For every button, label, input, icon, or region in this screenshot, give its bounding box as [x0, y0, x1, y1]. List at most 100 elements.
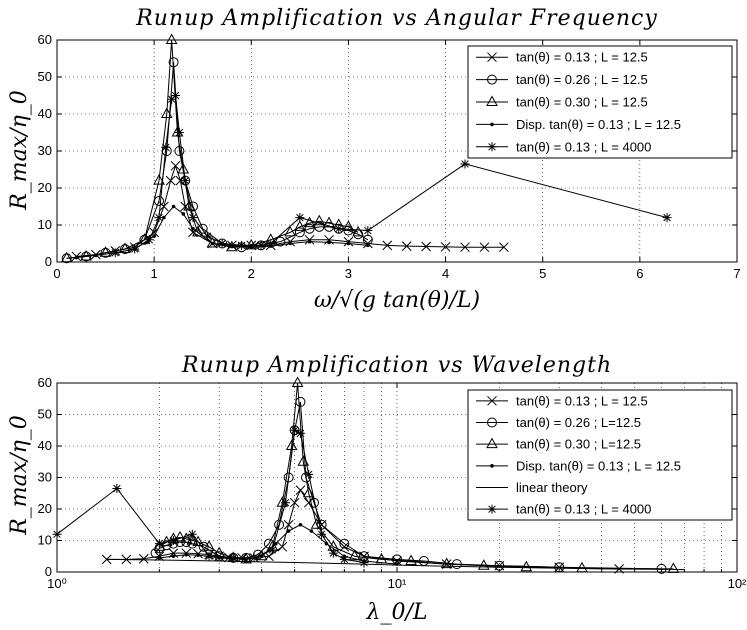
- x-tick-label: 1: [151, 266, 158, 281]
- data-point: [130, 244, 140, 254]
- data-point: [440, 557, 453, 569]
- tick-labels-top: 0 1 2 3 4 5 6 7 0 10 20 30 40 50 60: [38, 32, 741, 281]
- data-point: [203, 540, 215, 551]
- data-point: [138, 553, 149, 564]
- x-axis-label-top: ω/√(g tan(θ)/L): [314, 288, 480, 313]
- legend-marker: [487, 74, 497, 85]
- data-point: [662, 213, 672, 223]
- data-point: [170, 160, 181, 171]
- data-point: [180, 176, 190, 186]
- y-tick-label: 10: [38, 217, 52, 232]
- data-point: [161, 142, 171, 152]
- y-tick-label: 30: [38, 143, 52, 158]
- data-point: [667, 562, 680, 573]
- data-point: [144, 235, 154, 245]
- data-point: [237, 240, 247, 250]
- data-point: [339, 541, 350, 552]
- legend-marker: [490, 122, 494, 127]
- data-point: [460, 242, 470, 253]
- data-point: [266, 239, 276, 248]
- series-3: [74, 204, 370, 260]
- legend-marker: [486, 437, 498, 449]
- x-tick-label: 3: [345, 266, 352, 281]
- y-tick-label: 10: [38, 533, 52, 548]
- data-point: [165, 33, 178, 44]
- data-point: [249, 245, 254, 249]
- data-point: [267, 545, 277, 555]
- data-point: [191, 226, 195, 231]
- series-4: [110, 91, 672, 258]
- grid-top: [57, 40, 737, 262]
- y-tick-label: 60: [38, 375, 52, 390]
- data-point: [479, 242, 490, 253]
- data-point: [290, 425, 300, 435]
- data-point: [301, 472, 312, 483]
- data-point: [295, 213, 305, 223]
- legend-label: tan(θ) = 0.13 ; L = 12.5: [516, 393, 648, 408]
- legend-entry: tan(θ) = 0.13 ; L = 12.5: [476, 393, 648, 408]
- data-point: [288, 241, 292, 246]
- plot-area-top: [60, 33, 672, 264]
- y-axis-label-top: R_max/η_0: [7, 90, 32, 211]
- data-point: [180, 532, 193, 543]
- data-point: [249, 553, 259, 563]
- data-point: [153, 174, 165, 185]
- x-tick-label: 0: [53, 266, 60, 281]
- legend-marker: [487, 417, 497, 428]
- legend-label: tan(θ) = 0.13 ; L = 4000: [516, 139, 651, 154]
- data-point: [174, 128, 184, 137]
- legend-top: tan(θ) = 0.13 ; L = 12.5 tan(θ) = 0.26 ; …: [467, 45, 733, 159]
- data-point: [382, 240, 393, 251]
- data-point: [171, 91, 181, 100]
- data-point: [366, 243, 370, 248]
- series-2: [60, 33, 364, 263]
- data-point: [339, 538, 350, 549]
- y-tick-label: 20: [38, 180, 52, 195]
- chart-title-top: Runup Amplification vs Angular Frequency: [135, 6, 658, 31]
- data-point: [217, 239, 227, 248]
- data-point: [119, 242, 131, 254]
- data-point: [348, 549, 361, 561]
- data-point: [343, 236, 354, 247]
- y-axis-label-bottom: R_max/η_0: [7, 415, 32, 536]
- legend-label: tan(θ) = 0.13 ; L = 4000: [516, 502, 651, 517]
- data-point: [162, 215, 166, 220]
- data-point: [112, 484, 122, 494]
- data-point: [188, 201, 198, 212]
- chart-title-bottom: Runup Amplification vs Wavelength: [181, 353, 612, 378]
- x-tick-label: 2: [248, 266, 255, 281]
- legend-marker: [487, 142, 497, 152]
- legend-entry: tan(θ) = 0.26 ; L=12.5: [476, 415, 641, 430]
- data-point: [327, 240, 331, 245]
- legend-entry: tan(θ) = 0.13 ; L = 4000: [476, 139, 651, 154]
- data-point: [80, 249, 92, 261]
- legend-marker: [487, 395, 497, 406]
- data-point: [285, 439, 298, 450]
- data-point: [165, 175, 176, 186]
- y-tick-label: 30: [38, 470, 52, 485]
- x-tick-label: 10¹: [388, 576, 407, 591]
- data-point: [181, 212, 186, 216]
- y-tick-label: 40: [38, 106, 52, 121]
- data-point: [499, 242, 509, 253]
- data-point: [244, 557, 248, 562]
- data-point: [304, 469, 314, 479]
- data-point: [405, 554, 417, 565]
- data-point: [174, 530, 186, 542]
- data-point: [275, 236, 286, 247]
- data-point: [167, 94, 177, 104]
- legend-marker: [490, 464, 494, 468]
- legend-entry: tan(θ) = 0.13 ; L = 12.5: [476, 50, 648, 65]
- data-point: [307, 239, 312, 244]
- data-point: [303, 216, 316, 228]
- data-point: [363, 238, 373, 249]
- data-point: [477, 559, 490, 570]
- data-point: [274, 519, 285, 530]
- data-point: [183, 199, 195, 211]
- series-line: [115, 94, 668, 254]
- legend-marker: [487, 52, 497, 63]
- data-point: [309, 529, 314, 533]
- legend-label: linear theory: [516, 480, 588, 495]
- x-tick-label: 7: [733, 266, 740, 281]
- series-line: [56, 429, 365, 564]
